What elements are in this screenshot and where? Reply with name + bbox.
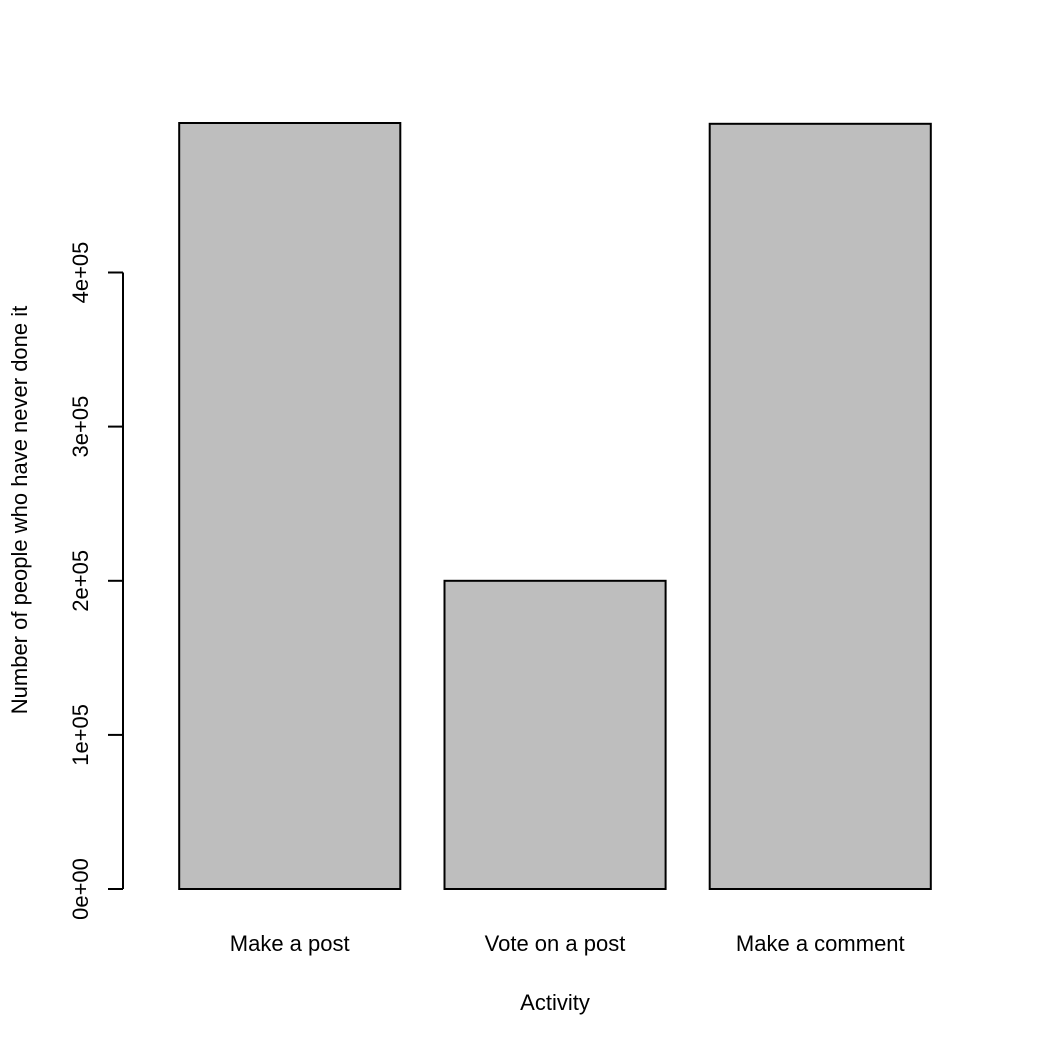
y-tick-label: 3e+05	[68, 396, 93, 458]
bars-group	[178, 122, 932, 891]
bar-make-a-comment	[708, 122, 932, 891]
x-tick-label: Make a comment	[736, 931, 905, 956]
y-axis: 0e+00 1e+05 2e+05 3e+05 4e+05	[68, 242, 124, 920]
x-tick-label: Make a post	[230, 931, 350, 956]
y-tick-label: 4e+05	[68, 242, 93, 304]
bar-make-a-post	[178, 122, 402, 890]
x-tick-label: Vote on a post	[485, 931, 626, 956]
bar-vote-on-a-post	[443, 579, 667, 890]
y-axis-title: Number of people who have never done it	[7, 306, 32, 714]
x-axis-labels: Make a post Vote on a post Make a comment	[230, 931, 905, 956]
y-tick-label: 1e+05	[68, 704, 93, 766]
x-axis-title: Activity	[520, 990, 590, 1015]
y-tick-label: 2e+05	[68, 550, 93, 612]
y-tick-label: 0e+00	[68, 858, 93, 920]
